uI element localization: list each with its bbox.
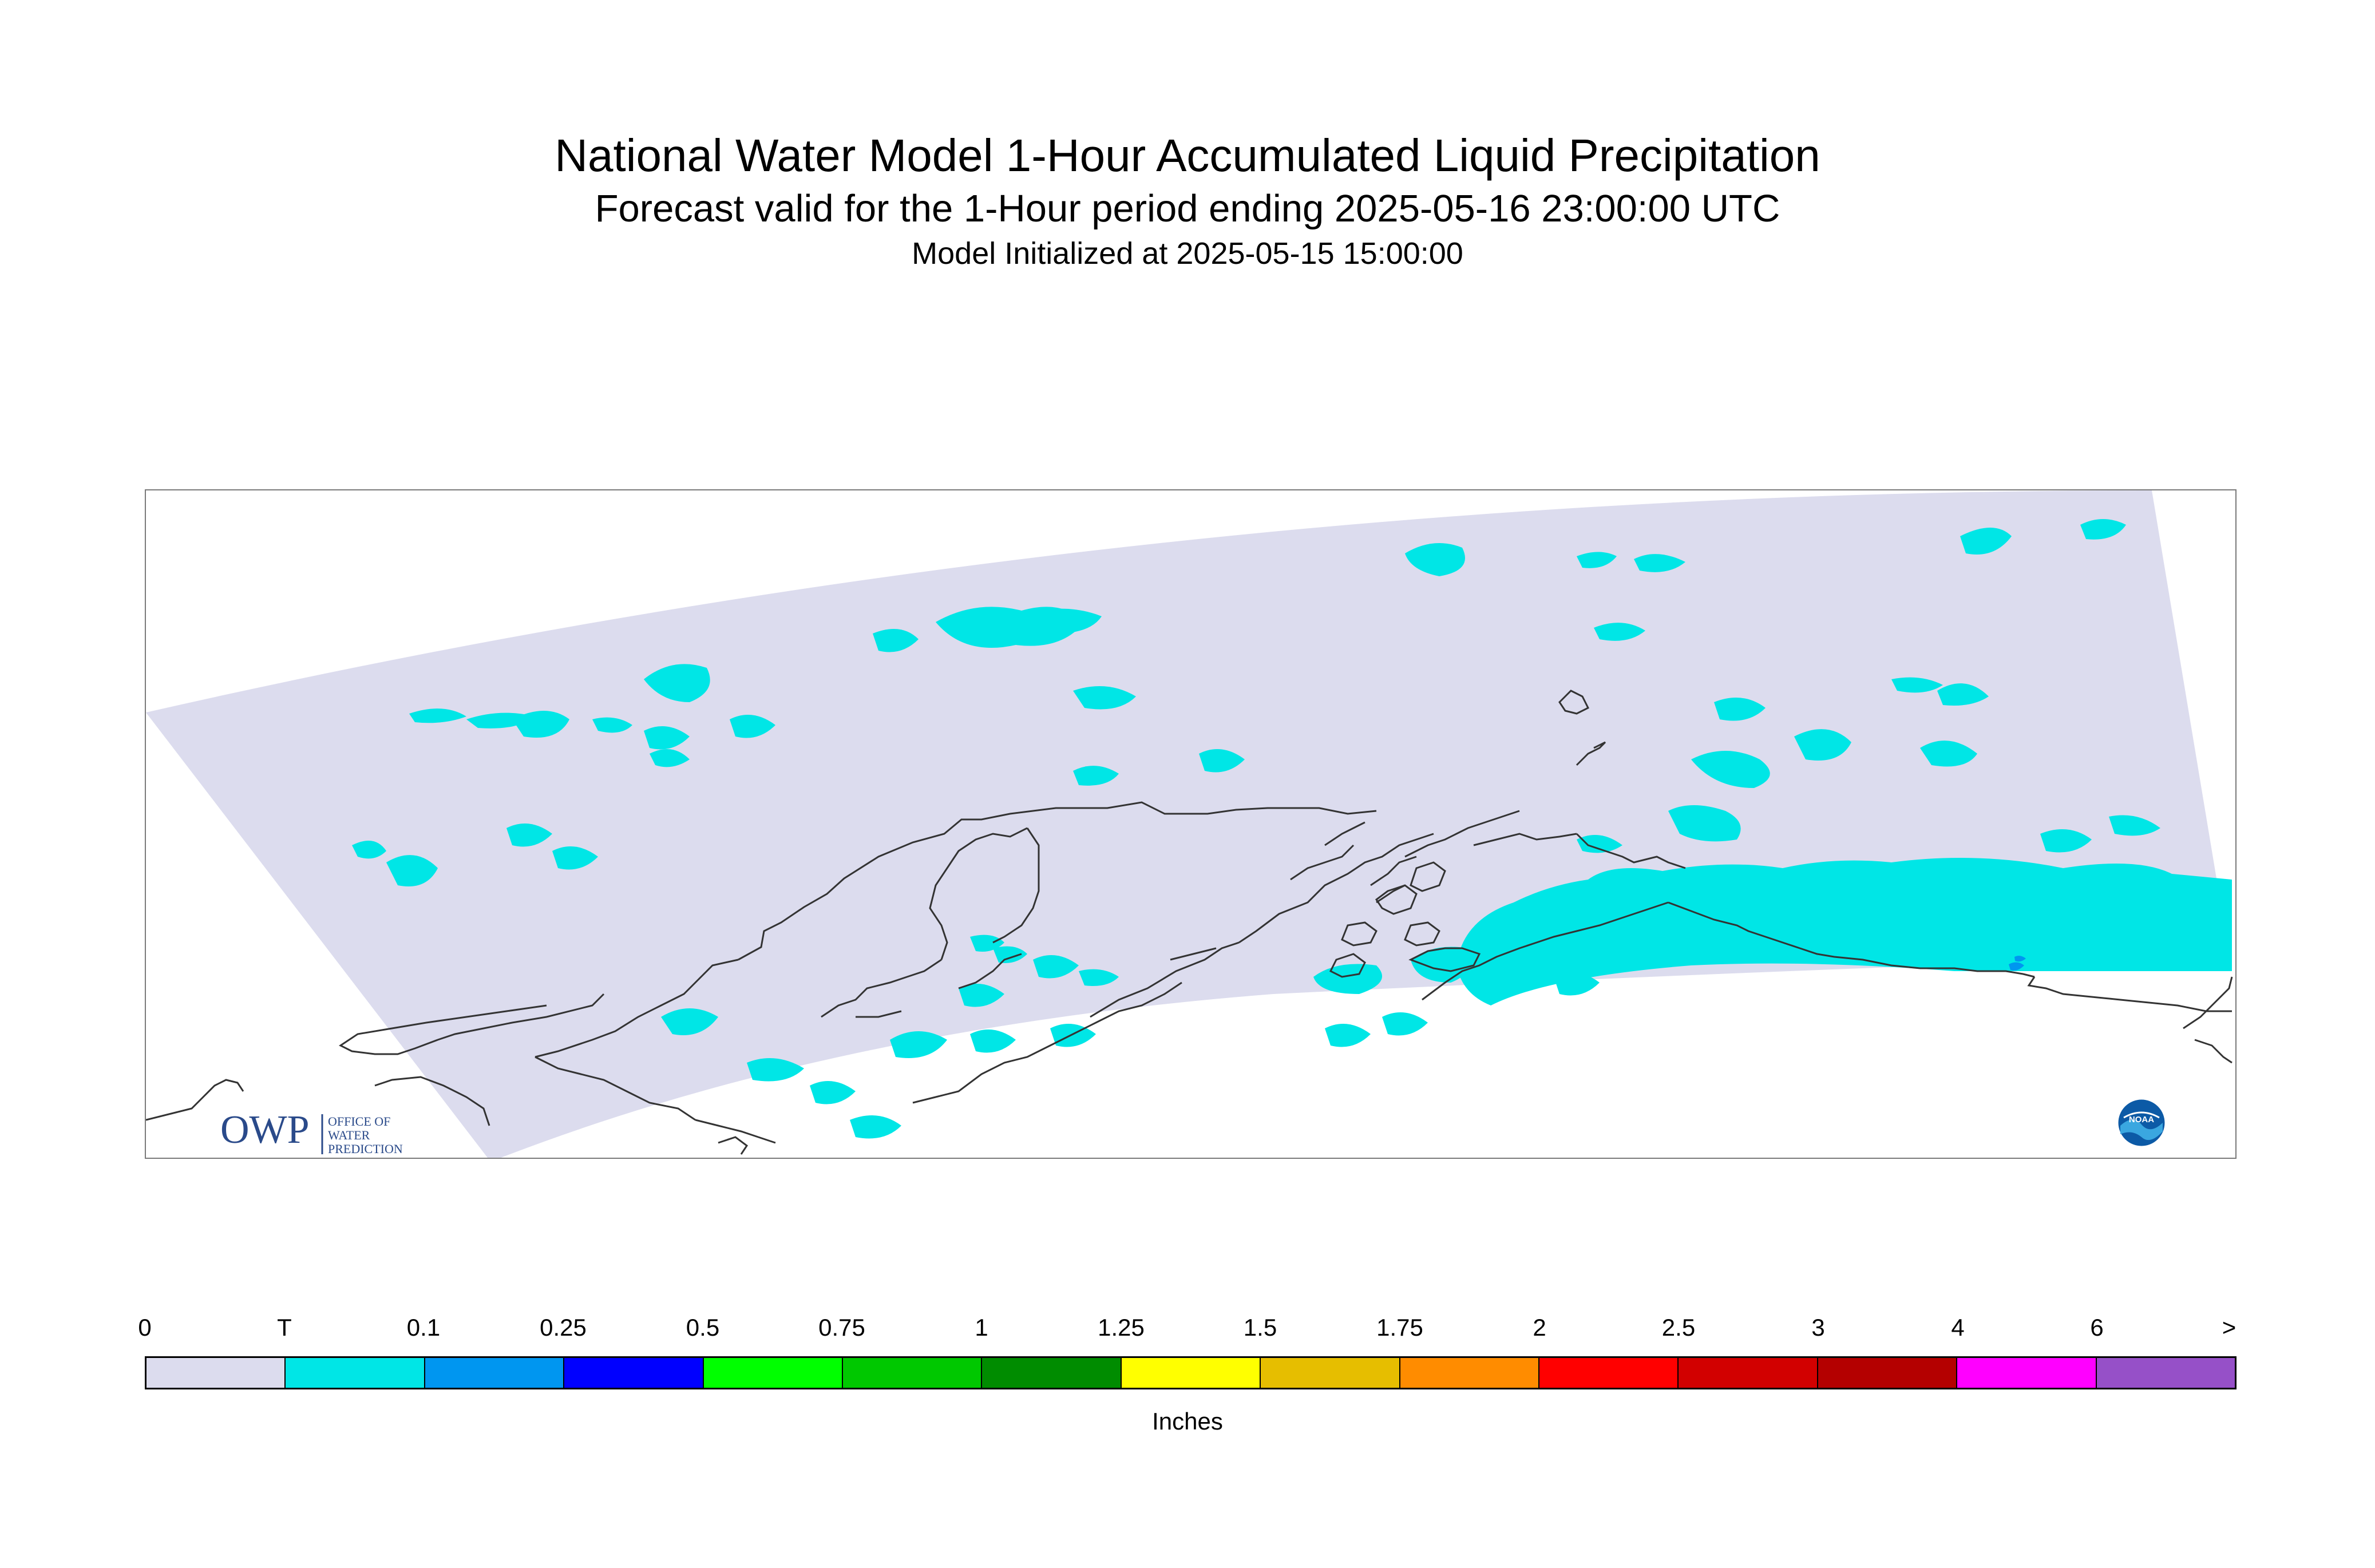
precip-light-blue-areas (2009, 956, 2026, 971)
model-init-text: Model Initialized at 2025-05-15 15:00:00 (912, 236, 1463, 271)
owp-logo-line-2: WATER (328, 1128, 370, 1142)
forecast-valid-subtitle: Forecast valid for the 1-Hour period end… (595, 187, 1780, 230)
map-title: National Water Model 1-Hour Accumulated … (555, 130, 1820, 181)
legend-label: 1.25 (1098, 1314, 1145, 1341)
legend-label: 1.5 (1243, 1314, 1277, 1341)
legend-label: 0.75 (818, 1314, 865, 1341)
colorbar-swatch (982, 1358, 1122, 1388)
colorbar-swatch (1539, 1358, 1679, 1388)
colorbar-swatch (1261, 1358, 1400, 1388)
colorbar-swatch (1957, 1358, 2097, 1388)
colorbar-swatch (1818, 1358, 1958, 1388)
legend-label: 0.1 (406, 1314, 441, 1341)
noaa-logo-mark: NOAA (2129, 1115, 2154, 1124)
coastlines (146, 690, 2233, 1155)
colorbar-swatch (147, 1358, 286, 1388)
legend-label: 3 (1811, 1314, 1825, 1341)
legend-label: 1.75 (1376, 1314, 1423, 1341)
owp-logo-line-3: PREDICTION (328, 1142, 403, 1156)
owp-logo-line-1: OFFICE OF (328, 1114, 390, 1129)
legend-label: 0.25 (540, 1314, 587, 1341)
owp-logo-mark: OWP (220, 1108, 310, 1152)
legend-label: 0 (138, 1314, 152, 1341)
colorbar-swatch (843, 1358, 983, 1388)
legend-label: T (277, 1314, 292, 1341)
colorbar-swatch (703, 1358, 844, 1388)
colorbar-swatch (286, 1358, 425, 1388)
colorbar-swatch (1400, 1358, 1540, 1388)
model-domain-area (146, 490, 2232, 1158)
precipitation-map (146, 490, 2233, 1158)
legend-label: > (2222, 1314, 2237, 1341)
precip-colorbar (145, 1356, 2237, 1389)
colorbar-swatch (564, 1358, 704, 1388)
precip-trace-areas (352, 519, 2232, 1139)
legend-label: 4 (1951, 1314, 1965, 1341)
legend-label: 6 (2090, 1314, 2104, 1341)
colorbar-swatch (1679, 1358, 1818, 1388)
legend-label: 1 (975, 1314, 988, 1341)
map-panel: OWP OFFICE OF WATER PREDICTION NOAA (145, 489, 2237, 1159)
legend-label: 2.5 (1661, 1314, 1696, 1341)
legend-units: Inches (1152, 1408, 1223, 1435)
colorbar-swatch (1121, 1358, 1261, 1388)
colorbar-swatch (425, 1358, 565, 1388)
colorbar-swatch (2096, 1358, 2235, 1388)
legend-label: 2 (1533, 1314, 1546, 1341)
legend-label: 0.5 (686, 1314, 720, 1341)
